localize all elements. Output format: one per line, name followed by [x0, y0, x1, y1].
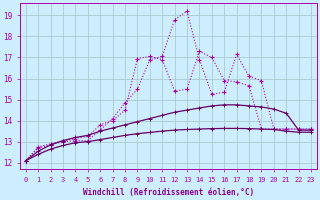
X-axis label: Windchill (Refroidissement éolien,°C): Windchill (Refroidissement éolien,°C): [83, 188, 254, 197]
